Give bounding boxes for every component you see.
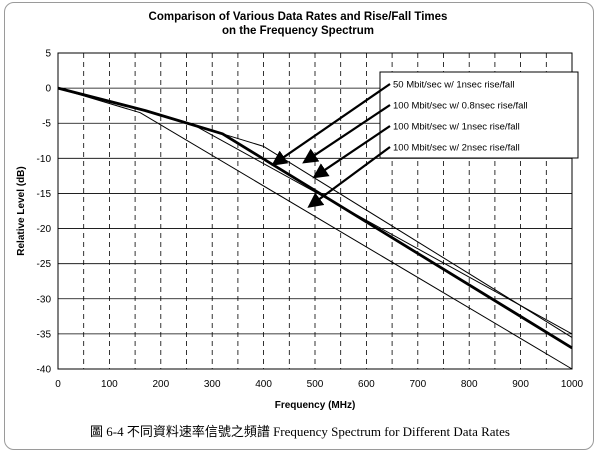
legend-arrow-4 [307,146,391,208]
x-tick-label: 900 [512,379,529,390]
y-axis-label: Relative Level (dB) [16,166,27,255]
y-tick-label: -15 [37,189,52,200]
y-tick-label: -30 [37,294,52,305]
x-tick-label: 800 [461,379,478,390]
x-axis-label: Frequency (MHz) [275,400,356,411]
y-tick-label: -35 [37,329,52,340]
figure-caption: 圖 6-4 不同資料速率信號之頻譜 Frequency Spectrum for… [90,424,510,439]
x-tick-label: 100 [101,379,118,390]
plot-border [57,52,573,370]
y-axis-ticks: 5 0 -5 -10 -15 -20 -25 -30 -35 -40 [37,49,52,376]
chart-title-line-2: on the Frequency Spectrum [222,25,374,37]
x-axis-ticks: 0 100 200 300 400 500 600 700 800 900 1000 [55,379,583,390]
y-tick-label: -25 [37,259,52,270]
y-tick-label: -20 [37,224,52,235]
y-tick-label: -10 [37,154,52,165]
x-tick-label: 700 [409,379,426,390]
x-tick-label: 600 [358,379,375,390]
x-tick-label: 400 [255,379,272,390]
legend-arrow-3 [312,125,391,179]
y-tick-label: 0 [45,84,51,95]
x-tick-label: 200 [152,379,169,390]
x-tick-label: 0 [55,379,61,390]
x-tick-label: 300 [204,379,221,390]
legend-entry-2: 100 Mbit/sec w/ 0.8nsec rise/fall [393,101,528,112]
legend-entry-1: 50 Mbit/sec w/ 1nsec rise/fall [393,80,514,91]
chart-title: Comparison of Various Data Rates and Ris… [149,11,448,37]
x-tick-label: 1000 [561,379,584,390]
series-lines [57,86,573,370]
y-tick-label: 5 [45,49,51,60]
legend-arrow-2 [302,104,391,164]
y-tick-label: -5 [42,119,51,130]
series-line-3 [57,86,573,350]
legend: 50 Mbit/sec w/ 1nsec rise/fall 100 Mbit/s… [271,71,579,208]
series-line-4 [57,87,573,370]
chart-title-line-1: Comparison of Various Data Rates and Ris… [149,11,448,23]
legend-box [379,71,579,159]
x-tick-label: 500 [307,379,324,390]
legend-entry-4: 100 Mbit/sec w/ 2nsec rise/fall [393,143,520,154]
legend-entry-3: 100 Mbit/sec w/ 1nsec rise/fall [393,122,520,133]
y-tick-label: -40 [37,365,52,376]
legend-arrow-1 [271,83,391,166]
